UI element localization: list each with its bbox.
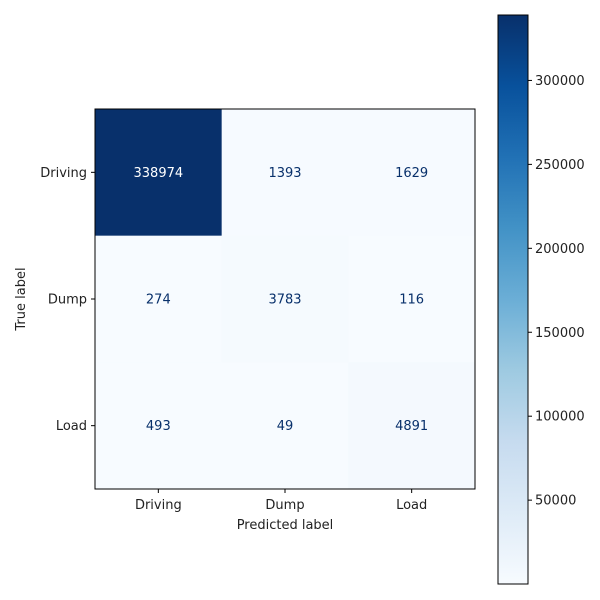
x-axis-ticks: Driving Dump Load bbox=[135, 489, 427, 513]
cell-value-label: 1629 bbox=[395, 166, 428, 181]
y-axis-label: True label bbox=[14, 267, 29, 331]
matrix-cell bbox=[95, 235, 223, 363]
cell-value-label: 116 bbox=[399, 293, 424, 308]
matrix-cell bbox=[221, 362, 349, 490]
colorbar-frame bbox=[497, 14, 529, 585]
matrix-cell bbox=[95, 109, 223, 237]
matrix-cell bbox=[95, 362, 223, 490]
colorbar-tick-label: 50000 bbox=[535, 494, 576, 509]
matrix-cell bbox=[348, 109, 476, 237]
matrix-cell bbox=[221, 109, 349, 237]
matrix-cell bbox=[348, 362, 476, 490]
cell-value-label: 1393 bbox=[268, 166, 301, 181]
colorbar-tick-label: 150000 bbox=[535, 326, 585, 341]
cell-value-label: 4891 bbox=[395, 419, 428, 434]
colorbar bbox=[498, 15, 528, 584]
x-tick-label: Dump bbox=[265, 498, 304, 513]
y-tick-label: Dump bbox=[48, 293, 87, 308]
cell-value-label: 3783 bbox=[268, 293, 301, 308]
cell-value-label: 49 bbox=[277, 419, 294, 434]
x-tick-label: Load bbox=[396, 498, 427, 513]
y-axis-ticks: Driving Dump Load bbox=[40, 166, 95, 434]
colorbar-tick-label: 200000 bbox=[535, 242, 585, 257]
cell-value-label: 493 bbox=[146, 419, 171, 434]
matrix-cell bbox=[348, 235, 476, 363]
y-tick-label: Load bbox=[56, 419, 87, 434]
colorbar-ticks: 50000 100000 150000 200000 250000 300000 bbox=[528, 74, 585, 509]
colorbar-tick-label: 100000 bbox=[535, 410, 585, 425]
y-tick-label: Driving bbox=[40, 166, 87, 181]
matrix-cell bbox=[221, 235, 349, 363]
x-axis-label: Predicted label bbox=[237, 518, 334, 533]
cell-value-label: 274 bbox=[146, 293, 171, 308]
cell-value-label: 338974 bbox=[134, 166, 184, 181]
colorbar-tick-label: 300000 bbox=[535, 74, 585, 89]
colorbar-tick-label: 250000 bbox=[535, 158, 585, 173]
cell-value-labels: 338974 1393 1629 274 3783 116 493 49 4891 bbox=[134, 166, 429, 434]
x-tick-label: Driving bbox=[135, 498, 182, 513]
matrix-cells bbox=[95, 109, 476, 490]
